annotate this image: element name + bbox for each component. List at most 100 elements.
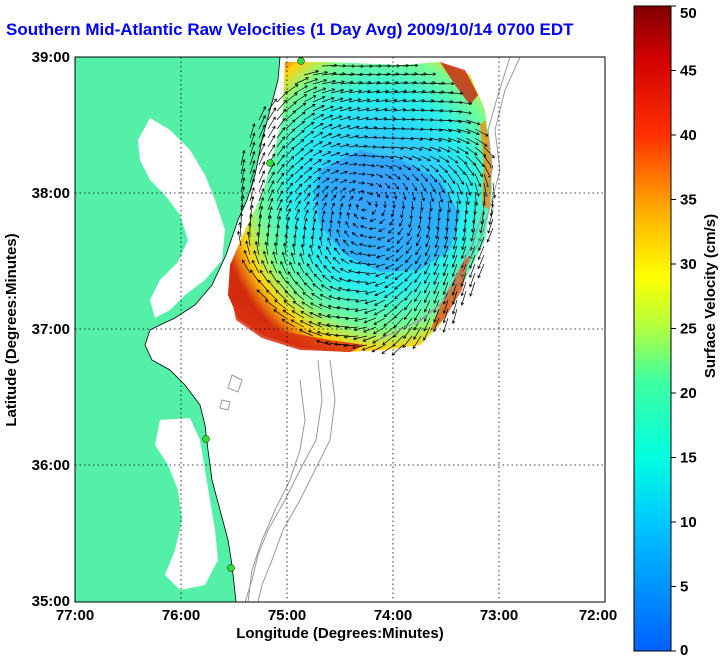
velocity-arrow [456, 128, 471, 135]
velocity-arrow [375, 173, 384, 178]
velocity-arrow [312, 96, 326, 103]
velocity-arrow [296, 271, 305, 283]
velocity-arrow [240, 177, 246, 193]
velocity-arrow [275, 232, 279, 247]
velocity-arrow [442, 272, 449, 286]
velocity-arrow [383, 308, 395, 318]
velocity-arrow [330, 151, 341, 157]
velocity-arrow [317, 312, 332, 319]
velocity-arrow [404, 299, 413, 311]
velocity-arrow [267, 189, 274, 202]
velocity-arrow [420, 137, 433, 142]
station-marker[interactable] [202, 435, 210, 443]
velocity-arrow [258, 142, 266, 157]
velocity-arrow [285, 101, 297, 112]
velocity-arrow [290, 252, 296, 265]
velocity-arrow [294, 217, 299, 229]
velocity-arrow [339, 143, 350, 148]
velocity-arrow [393, 308, 404, 319]
velocity-arrow [366, 253, 377, 258]
y-tick-label: 39:00 [32, 49, 70, 66]
velocity-arrow [290, 319, 305, 328]
velocity-arrow [433, 317, 440, 333]
station-marker[interactable] [266, 159, 274, 167]
velocity-arrow [267, 134, 276, 148]
velocity-arrow [285, 208, 291, 220]
velocity-arrow [394, 272, 404, 281]
velocity-arrow [321, 177, 330, 184]
velocity-arrow [333, 342, 350, 346]
velocity-arrow [321, 114, 334, 121]
velocity-arrow [357, 197, 364, 202]
velocity-arrow [420, 200, 424, 211]
velocity-arrow [293, 291, 305, 301]
velocity-arrow [456, 146, 469, 155]
velocity-arrow [249, 141, 256, 157]
velocity-arrow [321, 63, 338, 68]
velocity-arrow [294, 120, 306, 130]
velocity-arrow [384, 272, 395, 279]
velocity-arrow [329, 285, 341, 292]
velocity-arrow [320, 284, 332, 292]
velocity-arrow [402, 155, 413, 161]
velocity-arrow [328, 295, 341, 301]
velocity-arrow [474, 155, 485, 168]
velocity-arrow [339, 106, 352, 112]
velocity-arrow [321, 160, 331, 166]
velocity-arrow [318, 236, 323, 247]
velocity-arrow [285, 110, 297, 121]
colorbar-tick-label: 20 [680, 385, 697, 402]
velocity-arrow [384, 98, 398, 103]
velocity-arrow [456, 137, 470, 145]
velocity-arrow [303, 95, 317, 103]
velocity-arrow [442, 254, 449, 268]
velocity-arrow [384, 164, 394, 169]
velocity-arrow [393, 98, 407, 103]
velocity-arrow [339, 268, 350, 274]
velocity-arrow [273, 309, 287, 319]
velocity-arrow [375, 89, 390, 94]
velocity-arrow [298, 329, 314, 337]
velocity-arrow [330, 202, 335, 211]
velocity-arrow [465, 137, 479, 146]
velocity-arrow [329, 219, 333, 229]
velocity-arrow [267, 197, 274, 211]
velocity-arrow [433, 272, 440, 285]
velocity-arrow [373, 317, 386, 325]
velocity-arrow [461, 236, 467, 251]
velocity-arrow [303, 201, 310, 211]
velocity-arrow [375, 117, 388, 121]
velocity-arrow [348, 89, 363, 94]
velocity-arrow [336, 228, 341, 238]
velocity-arrow [352, 335, 368, 341]
colorbar-tick-label: 45 [680, 63, 697, 80]
velocity-arrow [424, 281, 431, 294]
velocity-arrow [317, 245, 323, 256]
velocity-arrow [281, 319, 296, 328]
velocity-arrow [429, 173, 438, 183]
velocity-arrow [469, 254, 476, 269]
velocity-arrow [377, 236, 386, 241]
velocity-arrow [330, 88, 345, 94]
velocity-arrow [393, 317, 404, 329]
velocity-arrow [249, 204, 254, 220]
velocity-arrow [384, 155, 395, 160]
velocity-arrow [285, 146, 295, 157]
velocity-arrow [456, 110, 472, 115]
velocity-arrow [470, 227, 476, 242]
velocity-arrow [258, 161, 266, 175]
station-marker[interactable] [297, 57, 305, 65]
velocity-arrow [366, 89, 381, 94]
velocity-arrow [434, 245, 440, 258]
x-tick-label: 73:00 [480, 607, 518, 624]
velocity-arrow [330, 210, 334, 220]
velocity-arrow [348, 188, 356, 193]
velocity-arrow [451, 263, 458, 278]
station-marker[interactable] [227, 564, 235, 572]
velocity-arrow [403, 326, 413, 339]
velocity-arrow [429, 164, 439, 173]
velocity-arrow [442, 281, 449, 296]
velocity-arrow [348, 203, 352, 211]
velocity-arrow [339, 179, 348, 184]
y-tick-label: 37:00 [32, 321, 70, 338]
